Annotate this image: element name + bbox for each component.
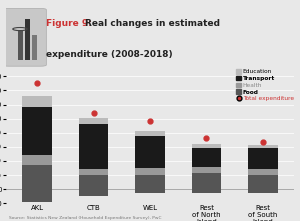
Bar	[79, 170, 108, 175]
Legend: Education, Transport, Health, Food, Total expenditure: Education, Transport, Health, Food, Tota…	[236, 69, 294, 101]
Bar	[135, 131, 165, 136]
Bar	[22, 96, 52, 107]
Bar	[192, 173, 221, 193]
Bar	[22, 165, 52, 202]
Bar	[192, 144, 221, 148]
Text: Real changes in estimated: Real changes in estimated	[85, 19, 220, 28]
Bar	[248, 148, 278, 170]
Bar	[79, 175, 108, 196]
Bar	[248, 170, 278, 175]
FancyBboxPatch shape	[3, 8, 46, 66]
Bar	[135, 175, 165, 193]
Bar	[79, 118, 108, 124]
Bar	[25, 19, 30, 60]
Text: Figure 9:: Figure 9:	[46, 19, 95, 28]
Bar	[248, 145, 278, 148]
Bar	[192, 148, 221, 167]
Bar	[135, 168, 165, 175]
Bar	[79, 124, 108, 170]
Bar	[32, 35, 37, 60]
Bar	[17, 30, 23, 60]
Text: Source: Statistics New Zealand (Household Expenditure Survey), PwC: Source: Statistics New Zealand (Househol…	[9, 216, 161, 220]
Bar	[135, 136, 165, 168]
Text: expenditure (2008-2018): expenditure (2008-2018)	[46, 50, 173, 59]
Bar	[248, 175, 278, 193]
Bar	[192, 167, 221, 173]
Bar	[22, 155, 52, 165]
Bar	[22, 107, 52, 155]
